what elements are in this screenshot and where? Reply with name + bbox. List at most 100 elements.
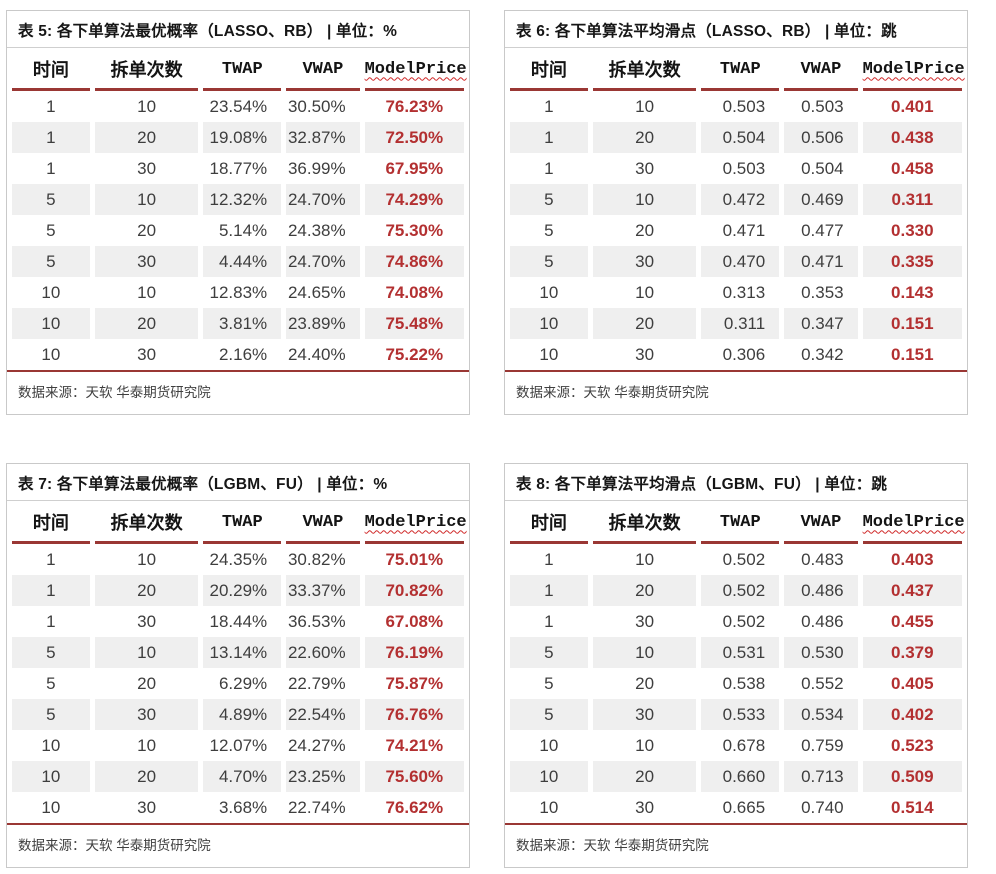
cell-splits: 30 bbox=[94, 699, 199, 730]
table-row: 5 10 0.472 0.469 0.311 bbox=[510, 184, 962, 215]
cell-vwap: 30.82% bbox=[287, 549, 346, 569]
col-header-twap: TWAP bbox=[701, 48, 780, 91]
col-header-vwap: VWAP bbox=[784, 48, 858, 91]
cell-splits: 30 bbox=[137, 611, 157, 631]
cell-time: 5 bbox=[46, 220, 56, 240]
cell-modelprice: 67.95% bbox=[385, 158, 444, 178]
cell-splits: 30 bbox=[94, 246, 199, 277]
cell-time: 10 bbox=[539, 735, 559, 755]
cell-twap: 0.306 bbox=[722, 344, 766, 364]
cell-modelprice: 0.509 bbox=[862, 761, 962, 792]
cell-vwap: 0.504 bbox=[801, 158, 844, 178]
cell-time: 10 bbox=[539, 344, 559, 364]
cell-splits: 20 bbox=[592, 575, 697, 606]
cell-modelprice: 75.22% bbox=[385, 344, 444, 364]
table-row: 1 30 18.77% 36.99% 67.95% bbox=[12, 153, 464, 184]
cell-twap: 0.471 bbox=[722, 220, 766, 240]
cell-vwap: 36.99% bbox=[287, 158, 346, 178]
cell-modelprice: 75.30% bbox=[385, 220, 444, 240]
col-header-splits: 拆单次数 bbox=[94, 501, 199, 544]
table-body: 1 10 23.54% 30.50% 76.23% 1 20 19.08% 32.87% 72.5… bbox=[12, 91, 464, 370]
cell-modelprice: 0.455 bbox=[891, 611, 934, 631]
cell-twap: 24.35% bbox=[209, 549, 268, 569]
cell-time: 5 bbox=[510, 184, 588, 215]
cell-vwap: 0.759 bbox=[801, 735, 844, 755]
col-header-splits: 拆单次数 bbox=[592, 48, 697, 91]
cell-splits: 10 bbox=[635, 96, 655, 116]
table-5: 时间 拆单次数 TWAP VWAP ModelPrice 1 10 23.54% 30… bbox=[7, 48, 469, 370]
cell-splits: 30 bbox=[635, 344, 655, 364]
cell-vwap: 24.70% bbox=[286, 246, 360, 277]
cell-twap: 4.89% bbox=[203, 699, 282, 730]
cell-time: 5 bbox=[510, 637, 588, 668]
cell-vwap: 24.38% bbox=[287, 220, 346, 240]
cell-vwap: 0.503 bbox=[801, 96, 844, 116]
cell-twap: 0.660 bbox=[701, 761, 780, 792]
table-row: 5 20 0.538 0.552 0.405 bbox=[510, 668, 962, 699]
tables-grid: 表 5: 各下单算法最优概率（LASSO、RB） | 单位：% 时间 拆单次数 … bbox=[6, 10, 968, 868]
data-source-note: 数据来源：天软 华泰期货研究院 bbox=[7, 823, 469, 867]
cell-time: 10 bbox=[539, 282, 559, 302]
col-header-modelprice: ModelPrice bbox=[364, 48, 467, 91]
data-source-note: 数据来源：天软 华泰期货研究院 bbox=[7, 370, 469, 414]
table-row: 10 30 0.665 0.740 0.514 bbox=[510, 792, 962, 823]
cell-twap: 23.54% bbox=[209, 96, 268, 116]
table-row: 10 20 0.311 0.347 0.151 bbox=[510, 308, 962, 339]
header-row: 时间 拆单次数 TWAP VWAP ModelPrice bbox=[510, 501, 965, 544]
cell-vwap: 0.530 bbox=[784, 637, 858, 668]
table-8-title: 表 8: 各下单算法平均滑点（LGBM、FU） | 单位：跳 bbox=[505, 464, 967, 501]
cell-time: 1 bbox=[46, 96, 56, 116]
cell-twap: 0.504 bbox=[701, 122, 780, 153]
cell-twap: 18.44% bbox=[209, 611, 268, 631]
cell-vwap: 0.552 bbox=[801, 673, 844, 693]
table-5-title: 表 5: 各下单算法最优概率（LASSO、RB） | 单位：% bbox=[7, 11, 469, 48]
cell-splits: 10 bbox=[592, 184, 697, 215]
cell-twap: 13.14% bbox=[203, 637, 282, 668]
cell-splits: 10 bbox=[137, 549, 157, 569]
cell-time: 5 bbox=[12, 699, 90, 730]
cell-time: 5 bbox=[46, 673, 56, 693]
cell-modelprice: 72.50% bbox=[364, 122, 464, 153]
cell-vwap: 36.53% bbox=[287, 611, 346, 631]
cell-time: 5 bbox=[12, 637, 90, 668]
cell-vwap: 0.353 bbox=[801, 282, 844, 302]
cell-vwap: 23.89% bbox=[286, 308, 360, 339]
cell-vwap: 24.40% bbox=[287, 344, 346, 364]
cell-twap: 3.81% bbox=[203, 308, 282, 339]
cell-splits: 20 bbox=[592, 122, 697, 153]
cell-splits: 30 bbox=[635, 797, 655, 817]
data-source-note: 数据来源：天软 华泰期货研究院 bbox=[505, 823, 967, 867]
cell-twap: 19.08% bbox=[203, 122, 282, 153]
cell-twap: 0.678 bbox=[722, 735, 766, 755]
cell-vwap: 0.486 bbox=[784, 575, 858, 606]
cell-time: 1 bbox=[12, 575, 90, 606]
table-7-title: 表 7: 各下单算法最优概率（LGBM、FU） | 单位：% bbox=[7, 464, 469, 501]
cell-splits: 20 bbox=[137, 220, 157, 240]
cell-modelprice: 0.523 bbox=[891, 735, 934, 755]
cell-time: 1 bbox=[544, 549, 554, 569]
cell-modelprice: 76.62% bbox=[385, 797, 444, 817]
col-header-twap: TWAP bbox=[701, 501, 780, 544]
cell-time: 10 bbox=[510, 761, 588, 792]
cell-modelprice: 0.405 bbox=[891, 673, 934, 693]
cell-twap: 0.533 bbox=[701, 699, 780, 730]
panel-table-5: 表 5: 各下单算法最优概率（LASSO、RB） | 单位：% 时间 拆单次数 … bbox=[6, 10, 470, 415]
cell-splits: 20 bbox=[592, 761, 697, 792]
cell-splits: 20 bbox=[635, 673, 655, 693]
cell-time: 1 bbox=[12, 122, 90, 153]
cell-twap: 0.531 bbox=[701, 637, 780, 668]
table-row: 1 20 20.29% 33.37% 70.82% bbox=[12, 575, 464, 606]
table-row: 10 10 0.678 0.759 0.523 bbox=[510, 730, 962, 761]
cell-splits: 30 bbox=[635, 611, 655, 631]
cell-vwap: 0.347 bbox=[784, 308, 858, 339]
cell-vwap: 0.469 bbox=[784, 184, 858, 215]
table-row: 5 10 13.14% 22.60% 76.19% bbox=[12, 637, 464, 668]
cell-time: 5 bbox=[510, 246, 588, 277]
cell-time: 10 bbox=[12, 308, 90, 339]
table-row: 1 20 0.502 0.486 0.437 bbox=[510, 575, 962, 606]
cell-splits: 30 bbox=[592, 699, 697, 730]
cell-twap: 0.502 bbox=[722, 611, 766, 631]
header-row: 时间 拆单次数 TWAP VWAP ModelPrice bbox=[12, 501, 467, 544]
cell-twap: 0.665 bbox=[722, 797, 766, 817]
cell-splits: 30 bbox=[635, 158, 655, 178]
